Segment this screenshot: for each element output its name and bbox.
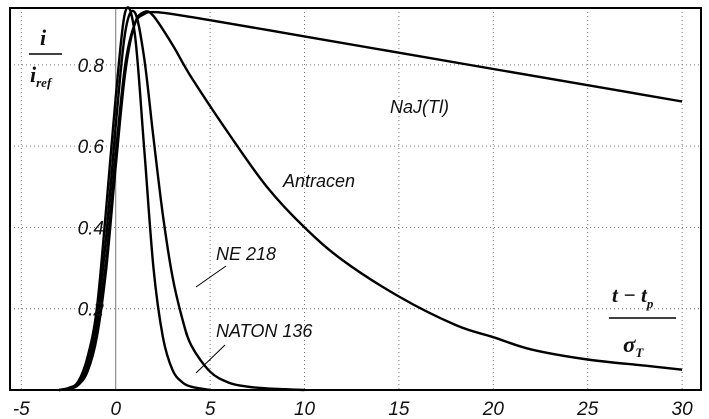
x-tick-label: 5 — [205, 399, 216, 419]
x-label-denominator: σT — [623, 332, 644, 360]
y-label-denominator: iref — [30, 62, 53, 90]
grid — [10, 8, 701, 390]
series-line-naton-136 — [58, 6, 211, 392]
x-label-numerator: t − tp — [612, 283, 654, 311]
leader-line-naton136 — [195, 344, 226, 374]
x-tick-label: 0 — [110, 399, 121, 419]
y-axis-label: i iref — [29, 25, 62, 90]
x-tick-label: 15 — [388, 399, 410, 419]
curves — [58, 6, 683, 392]
y-tick-label: 0.8 — [78, 56, 105, 77]
x-tick-label: -5 — [13, 399, 30, 419]
y-tick-label: 0.6 — [78, 137, 105, 158]
series-line-naj-tl — [58, 10, 683, 392]
series-line-ne-218 — [58, 9, 305, 392]
label-naton136: NATON 136 — [216, 321, 313, 341]
leader-line-ne218 — [195, 265, 227, 288]
x-axis-label: t − tp σT — [609, 283, 676, 360]
tick-labels: -5 0 5 10 15 20 25 30 0.2 0.4 0.6 0.8 — [13, 56, 693, 419]
label-naj: NaJ(Tl) — [390, 97, 449, 117]
x-tick-label: 20 — [482, 399, 505, 419]
plot-frame — [9, 7, 702, 391]
label-ne218: NE 218 — [216, 244, 276, 264]
y-tick-label: 0.4 — [78, 218, 104, 239]
x-tick-label: 10 — [294, 399, 316, 419]
y-label-numerator: i — [40, 25, 47, 50]
x-tick-label: 25 — [576, 399, 599, 419]
x-tick-label: 30 — [672, 399, 694, 419]
label-antracen: Antracen — [282, 171, 355, 191]
y-tick-label: 0.2 — [78, 300, 105, 321]
curve-labels: NaJ(Tl) Antracen NE 218 NATON 136 — [195, 97, 449, 374]
